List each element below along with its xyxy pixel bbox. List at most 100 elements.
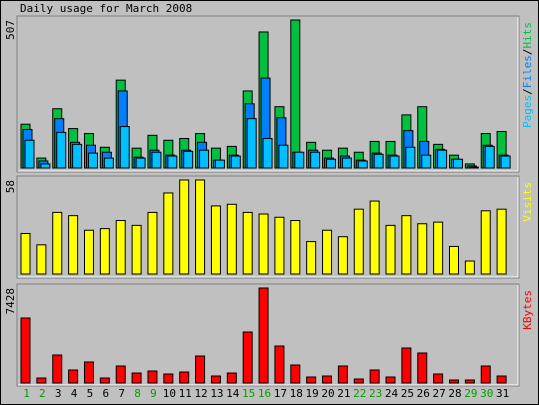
bar [258, 213, 269, 275]
bar [36, 377, 47, 384]
x-tick-label: 15 [242, 387, 255, 400]
bar [230, 155, 241, 169]
bar [199, 149, 210, 169]
bar [179, 371, 190, 384]
legend-entry: Hits [521, 22, 534, 49]
y-tick-label: 7428 [4, 288, 17, 315]
x-tick-label: 30 [480, 387, 493, 400]
bar [290, 364, 301, 384]
x-tick-label: 3 [55, 387, 62, 400]
bar [290, 220, 301, 275]
bar [322, 375, 333, 384]
bar [433, 221, 444, 275]
legend-entry: Visits [521, 182, 534, 222]
bar [195, 355, 206, 384]
bar [246, 118, 257, 169]
bar [210, 375, 221, 384]
bar [103, 157, 114, 169]
x-tick-label: 18 [290, 387, 303, 400]
bar [226, 203, 237, 275]
bar [480, 365, 491, 384]
x-tick-label: 25 [401, 387, 414, 400]
bar [401, 215, 412, 275]
bar [322, 229, 333, 275]
bar [357, 160, 368, 169]
x-tick-label: 22 [353, 387, 366, 400]
x-tick-label: 23 [369, 387, 382, 400]
legend-separator: / [521, 88, 534, 95]
bar [337, 236, 348, 275]
bar [417, 352, 428, 384]
bar [294, 151, 305, 169]
bar [306, 241, 317, 275]
bar [278, 144, 289, 169]
legend-separator: / [521, 49, 534, 56]
bar [83, 229, 94, 275]
bar [119, 126, 130, 169]
bar [226, 372, 237, 384]
bar [484, 145, 495, 169]
bar [83, 361, 94, 384]
x-tick-label: 8 [134, 387, 141, 400]
x-tick-label: 24 [385, 387, 399, 400]
bar [242, 331, 253, 384]
bar [20, 317, 31, 384]
bar [274, 345, 285, 384]
bar [56, 131, 67, 169]
bar [274, 216, 285, 275]
x-tick-label: 7 [118, 387, 125, 400]
bar [401, 347, 412, 384]
bar [341, 157, 352, 169]
bar [52, 211, 63, 275]
y-tick-label: 58 [4, 180, 17, 193]
bar [99, 377, 110, 384]
bar [389, 155, 400, 169]
bar [24, 139, 35, 169]
legend: Pages/Files/Hits [521, 22, 534, 128]
y-tick-label: 507 [4, 20, 17, 40]
bar [214, 159, 225, 169]
bar [258, 287, 269, 384]
x-tick-label: 20 [321, 387, 334, 400]
bar [52, 354, 63, 384]
bar [131, 224, 142, 275]
bar [135, 157, 146, 169]
bar [385, 224, 396, 275]
x-tick-label: 19 [306, 387, 319, 400]
bar [147, 370, 158, 384]
bar [496, 375, 507, 384]
x-tick-label: 27 [432, 387, 445, 400]
bar [115, 220, 126, 275]
bar [68, 369, 79, 384]
bar [183, 150, 194, 169]
bar [163, 192, 174, 275]
x-tick-label: 29 [464, 387, 477, 400]
bar [337, 365, 348, 384]
x-tick-label: 5 [87, 387, 94, 400]
bar [262, 138, 273, 169]
bar [147, 211, 158, 275]
bar [353, 378, 364, 384]
x-tick-label: 14 [226, 387, 240, 400]
bar [179, 179, 190, 275]
bar [405, 146, 416, 169]
bar [448, 245, 459, 275]
bar [468, 166, 479, 169]
bar [242, 211, 253, 275]
bar [131, 372, 142, 384]
bar [210, 205, 221, 275]
bar [500, 155, 511, 169]
x-tick-label: 11 [179, 387, 192, 400]
bar [72, 143, 83, 169]
bar [369, 369, 380, 384]
bar [195, 179, 206, 275]
bar [421, 154, 432, 169]
legend-entry: KBytes [521, 290, 534, 330]
chart-title: Daily usage for March 2008 [20, 2, 192, 15]
legend-entry: Pages [521, 95, 534, 128]
bar [40, 163, 51, 169]
x-tick-label: 17 [274, 387, 287, 400]
bar [68, 215, 79, 275]
bar [306, 376, 317, 384]
